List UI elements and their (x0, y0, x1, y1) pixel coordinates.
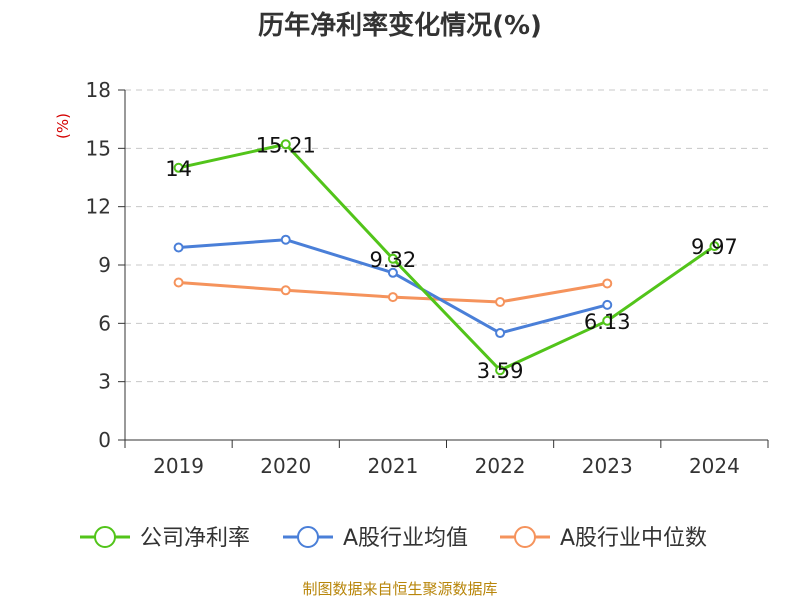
data-point (173, 162, 184, 173)
data-point (495, 328, 506, 339)
y-tick-label: 3 (98, 370, 111, 394)
y-axis-unit: (%) (54, 113, 72, 139)
data-label: 9.32 (370, 248, 417, 272)
data-point (280, 234, 291, 245)
data-point (280, 285, 291, 296)
series-line (178, 142, 716, 372)
x-tick-label: 2020 (260, 454, 311, 478)
data-point (495, 296, 506, 307)
legend-marker (514, 526, 536, 548)
data-point (173, 242, 184, 253)
y-tick-label: 6 (98, 311, 111, 335)
legend-marker (297, 526, 319, 548)
data-point (602, 315, 613, 326)
source-note: 制图数据来自恒生聚源数据库 (302, 580, 497, 598)
y-tick-label: 12 (86, 195, 111, 219)
y-tick-label: 18 (86, 78, 111, 102)
legend-marker (94, 526, 116, 548)
x-tick-label: 2019 (153, 454, 204, 478)
data-point (280, 139, 291, 150)
legend-label: 公司净利率 (140, 526, 250, 551)
grid-lines (125, 89, 768, 383)
y-tick-label: 0 (98, 428, 111, 452)
data-label: 14 (165, 157, 192, 181)
x-tick-labels: 2019 2020 2021 2022 2023 2024 (153, 454, 740, 478)
y-tick-labels: 0 3 6 9 12 15 18 (86, 78, 111, 452)
legend: 公司净利率 A股行业均值 A股行业中位数 (80, 526, 707, 551)
data-point (387, 267, 398, 278)
legend-label: A股行业中位数 (560, 526, 707, 551)
data-label: 6.13 (584, 310, 631, 334)
data-point (602, 299, 613, 310)
x-tick-label: 2024 (689, 454, 740, 478)
y-tick-label: 15 (86, 136, 111, 160)
data-labels: 14 15.21 9.32 3.59 6.13 9.97 (165, 133, 738, 383)
series-lines (173, 139, 720, 376)
data-label: 3.59 (477, 359, 524, 383)
data-point (173, 277, 184, 288)
data-label: 15.21 (256, 133, 316, 157)
data-point (709, 241, 720, 252)
x-tick-label: 2023 (582, 454, 633, 478)
data-label: 9.97 (691, 235, 738, 259)
data-point (387, 292, 398, 303)
x-tick-label: 2022 (475, 454, 526, 478)
axes (118, 89, 769, 448)
data-point (387, 253, 398, 264)
x-tick-label: 2021 (367, 454, 418, 478)
y-tick-label: 9 (98, 253, 111, 277)
chart-title: 历年净利率变化情况(%) (258, 10, 542, 41)
data-point (602, 278, 613, 289)
data-point (495, 365, 506, 376)
legend-label: A股行业均值 (343, 526, 468, 551)
